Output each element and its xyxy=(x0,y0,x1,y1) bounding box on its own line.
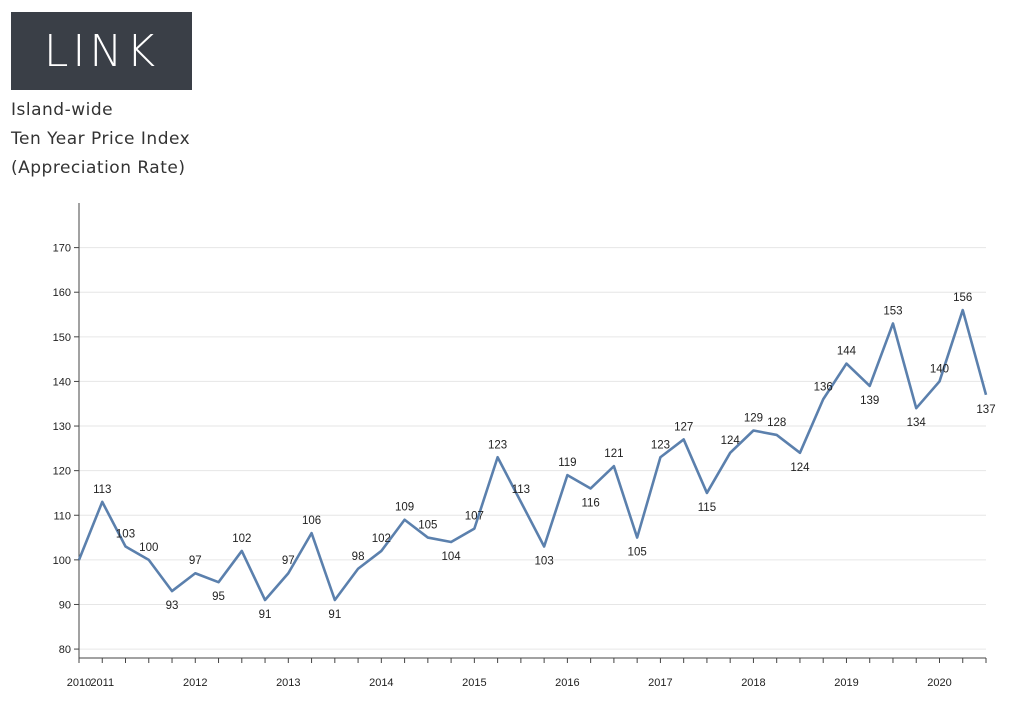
y-tick-label: 170 xyxy=(53,243,71,255)
data-label: 113 xyxy=(93,484,111,496)
data-label: 139 xyxy=(860,395,879,407)
data-label: 100 xyxy=(139,542,158,554)
data-label: 123 xyxy=(651,439,670,451)
data-label: 113 xyxy=(512,484,530,496)
data-label: 107 xyxy=(465,511,484,523)
chart-title-line-1: Island-wide xyxy=(11,100,114,120)
x-tick-label: 2018 xyxy=(741,677,765,689)
data-label: 124 xyxy=(721,435,741,447)
y-tick-label: 110 xyxy=(53,510,71,522)
data-label: 121 xyxy=(604,448,623,460)
x-tick-label: 2016 xyxy=(555,677,579,689)
x-tick-label: 2017 xyxy=(648,677,672,689)
y-tick-label: 100 xyxy=(53,555,71,567)
data-label: 129 xyxy=(744,413,763,425)
data-label: 91 xyxy=(328,609,341,621)
data-label: 153 xyxy=(883,305,902,317)
data-label: 156 xyxy=(953,292,972,304)
data-label: 102 xyxy=(232,533,251,545)
data-label: 102 xyxy=(372,533,391,545)
data-label: 109 xyxy=(395,502,414,514)
y-tick-label: 120 xyxy=(53,466,71,478)
data-label: 134 xyxy=(907,417,927,429)
y-tick-label: 90 xyxy=(59,599,71,611)
data-label: 106 xyxy=(302,515,321,527)
data-label: 103 xyxy=(535,555,554,567)
data-label: 124 xyxy=(790,462,810,474)
x-tick-label: 2014 xyxy=(369,677,393,689)
data-label: 95 xyxy=(212,591,225,603)
x-tick-label: 2019 xyxy=(834,677,858,689)
logo-text: LINK xyxy=(43,25,160,77)
data-label: 115 xyxy=(698,502,716,514)
series-line xyxy=(77,308,988,602)
data-label: 116 xyxy=(581,497,599,509)
data-label: 123 xyxy=(488,439,507,451)
data-label: 105 xyxy=(628,547,647,559)
y-tick-label: 140 xyxy=(53,376,71,388)
y-tick-label: 160 xyxy=(53,287,71,299)
data-label: 104 xyxy=(442,551,462,563)
chart-title-line-2: Ten Year Price Index xyxy=(11,129,191,149)
data-label: 136 xyxy=(814,381,833,393)
data-label: 93 xyxy=(166,600,179,612)
y-tick-label: 150 xyxy=(53,332,71,344)
data-label: 119 xyxy=(558,457,576,469)
x-tick-label: 2012 xyxy=(183,677,207,689)
y-tick-label: 130 xyxy=(53,421,71,433)
data-label: 105 xyxy=(418,520,437,532)
x-tick-label: 2013 xyxy=(276,677,300,689)
data-label: 97 xyxy=(189,555,202,567)
x-tick-label: 2015 xyxy=(462,677,486,689)
link-logo: LINK xyxy=(11,12,192,90)
data-label: 127 xyxy=(674,421,693,433)
data-label: 128 xyxy=(767,417,786,429)
data-label: 98 xyxy=(352,551,365,563)
data-label: 97 xyxy=(282,555,295,567)
y-tick-label: 80 xyxy=(59,644,71,656)
x-tick-label: 2020 xyxy=(927,677,951,689)
chart-title-line-3: (Appreciation Rate) xyxy=(11,158,186,178)
data-label: 103 xyxy=(116,528,135,540)
data-label: 137 xyxy=(976,404,995,416)
x-tick-label: 2011 xyxy=(90,677,114,689)
data-label: 91 xyxy=(259,609,272,621)
data-label: 140 xyxy=(930,363,949,375)
data-label: 144 xyxy=(837,346,857,358)
x-tick-label: 2010 xyxy=(67,677,91,689)
